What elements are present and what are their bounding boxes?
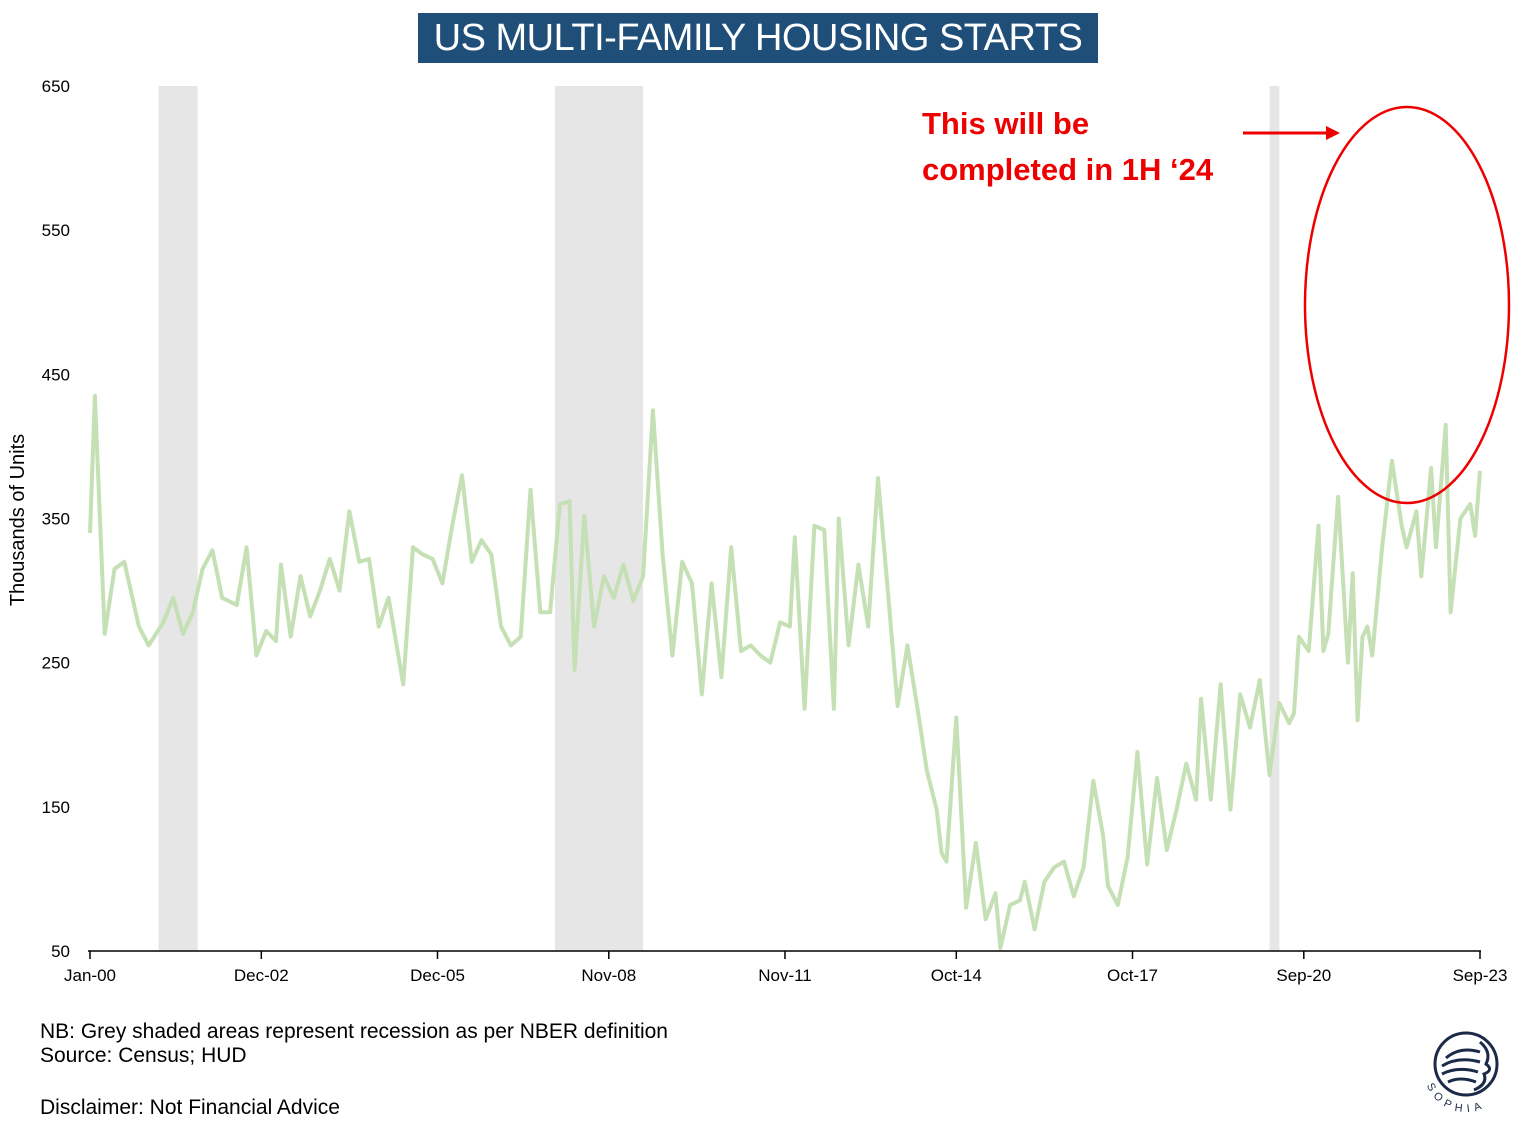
footnote-source: Source: Census; HUD <box>40 1044 247 1067</box>
highlight-ellipse <box>1303 105 1511 505</box>
footnote-nber: NB: Grey shaded areas represent recessio… <box>40 1020 668 1043</box>
annotation-arrowhead <box>1326 126 1340 140</box>
y-tick-label: 50 <box>51 942 70 961</box>
recession-bands <box>158 86 1280 951</box>
x-tick-label: Nov-11 <box>758 966 812 985</box>
footnote-disclaimer: Disclaimer: Not Financial Advice <box>40 1096 340 1119</box>
series-line <box>88 394 1482 951</box>
annotation-line-2: completed in 1H ‘24 <box>922 152 1214 187</box>
x-tick-label: Dec-05 <box>410 966 465 985</box>
y-tick-label: 250 <box>42 654 70 673</box>
x-tick-labels: Jan-00 Dec-02 Dec-05 Nov-08 Nov-11 Oct-14 Oct-… <box>64 966 1507 985</box>
sophia-logo-icon: SOPHIA <box>1424 1031 1499 1115</box>
series <box>88 394 1482 951</box>
chart-title: US MULTI-FAMILY HOUSING STARTS <box>418 13 1098 63</box>
y-tick-label: 450 <box>42 365 70 384</box>
x-tick-label: Sep-20 <box>1276 966 1331 985</box>
x-tick-label: Nov-08 <box>581 966 636 985</box>
axes <box>88 950 1481 959</box>
y-tick-label: 550 <box>42 221 70 240</box>
y-tick-labels: 50 150 250 350 450 550 650 <box>42 77 70 961</box>
recession-band <box>1269 86 1280 951</box>
x-tick-label: Sep-23 <box>1453 966 1508 985</box>
x-tick-label: Oct-14 <box>931 966 982 985</box>
y-tick-label: 650 <box>42 77 70 96</box>
annotation-highlight <box>1243 105 1511 505</box>
x-tick-label: Dec-02 <box>234 966 289 985</box>
y-tick-label: 350 <box>42 510 70 529</box>
annotation-line-1: This will be <box>922 106 1090 141</box>
recession-band <box>158 86 198 951</box>
x-tick-label: Oct-17 <box>1107 966 1158 985</box>
line-chart: 50 150 250 350 450 550 650 Jan-00 Dec-02 Dec-05 N… <box>7 77 1511 985</box>
y-tick-label: 150 <box>42 798 70 817</box>
y-axis-label: Thousands of Units <box>7 434 29 606</box>
x-tick-label: Jan-00 <box>64 966 116 985</box>
